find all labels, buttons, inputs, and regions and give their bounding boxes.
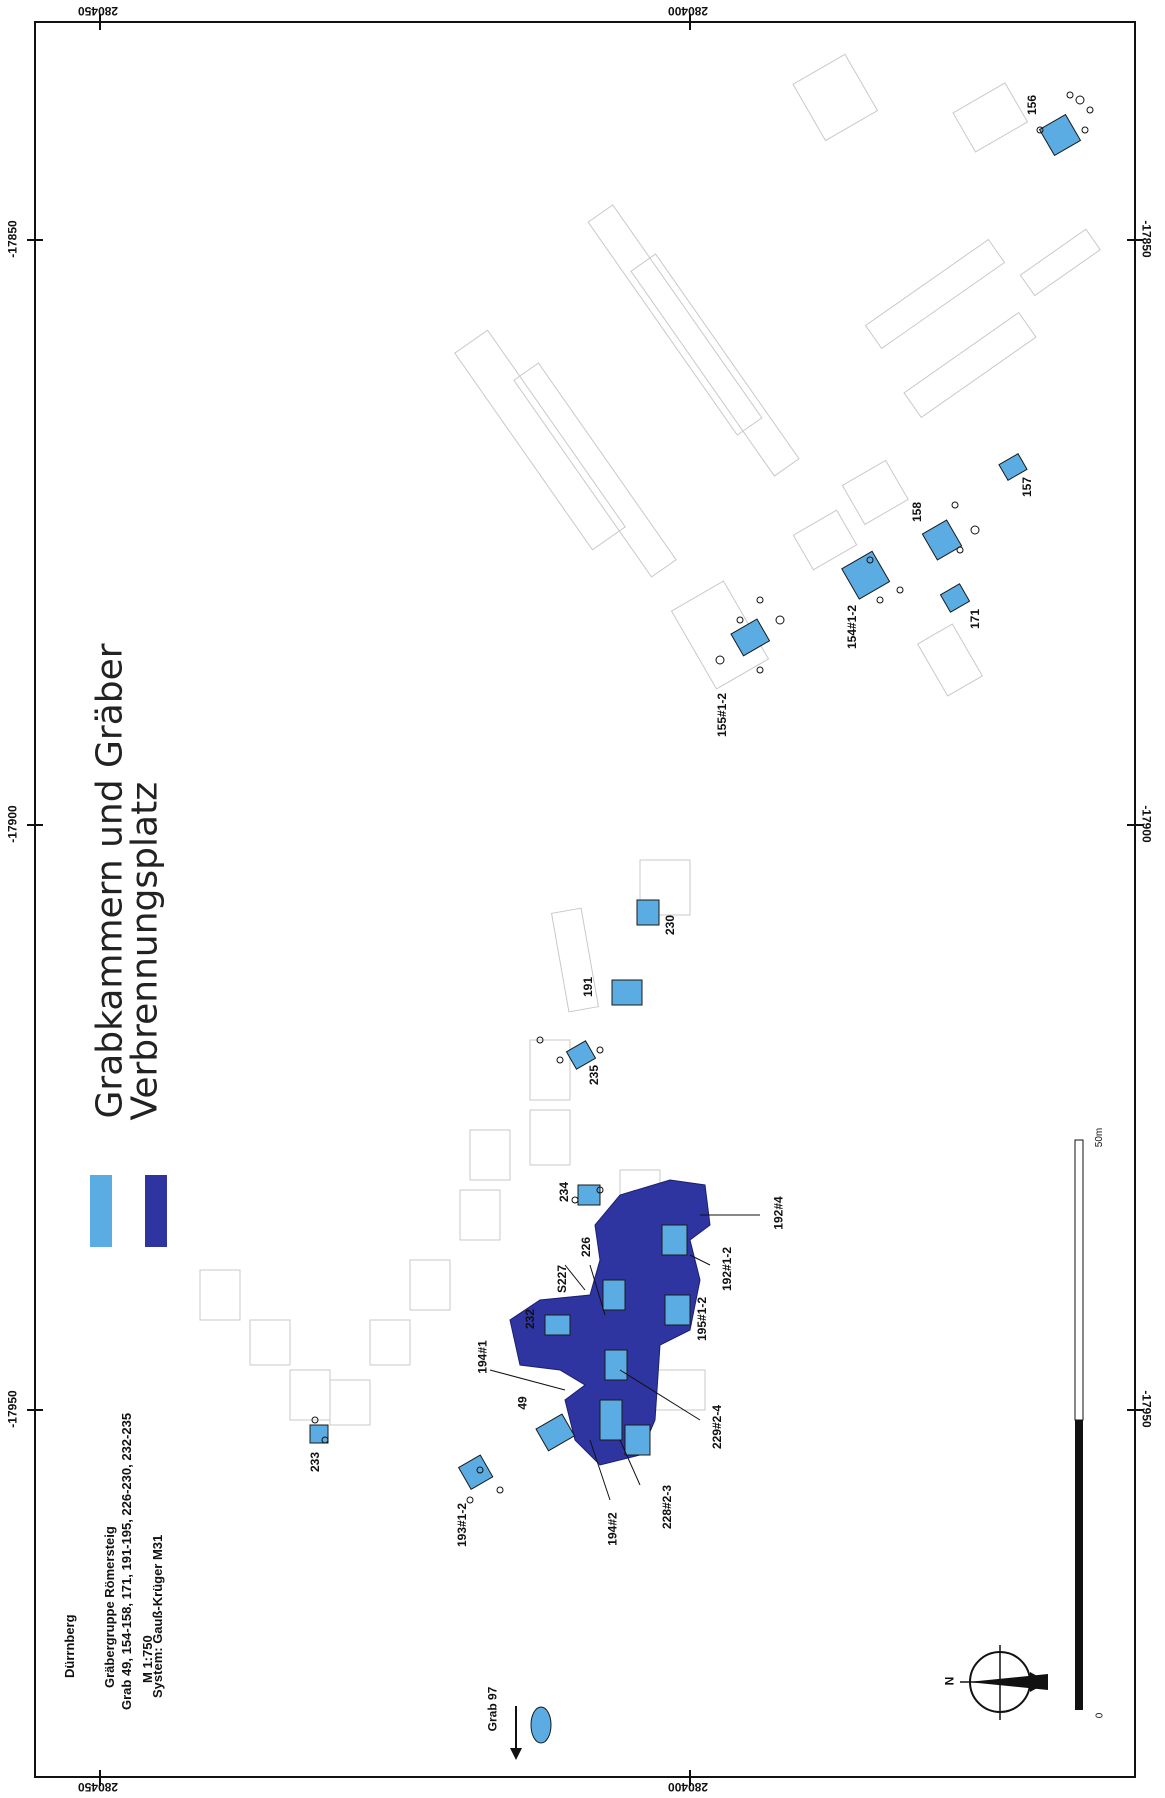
map-system: System: Gauß-Krüger M31 [150, 1534, 165, 1698]
legend-swatch-burning [145, 1175, 167, 1247]
map-title-group: Gräbergruppe Römersteig [102, 1526, 117, 1688]
grave-label-229: 229#2-4 [710, 1404, 725, 1450]
grave-label-228: 228#2-3 [660, 1484, 675, 1530]
grave-label-233: 233 [308, 1451, 323, 1473]
grab97-label: Grab 97 [485, 1686, 500, 1732]
grave-label-226: 226 [579, 1236, 594, 1258]
grid-label-y1-right: -17850 [1139, 220, 1154, 258]
grid-label-bottom-mid: 280400 [668, 1780, 709, 1794]
leader-lines [489, 1214, 760, 1501]
grab97-arrowhead [510, 1748, 522, 1760]
grid-label-top-mid: 280400 [668, 4, 709, 18]
grid-label-y3-left: -17950 [5, 1390, 20, 1428]
grave-label-156: 156 [1025, 94, 1040, 116]
grave-label-192-4: 192#4 [771, 1196, 786, 1230]
scalebar-end-label: 50m [1094, 1127, 1106, 1148]
grave-label-234: 234 [557, 1181, 572, 1203]
north-label: N [942, 1676, 957, 1686]
grave-label-192-1-2: 192#1-2 [720, 1246, 735, 1292]
map-title-graves: Grab 49, 154-158, 171, 191-195, 226-230,… [119, 1412, 134, 1710]
map-title-place: Dürrnberg [62, 1614, 77, 1678]
grave-chambers [309, 113, 1082, 1744]
legend-label-burning: Verbrennungsplatz [124, 781, 166, 1121]
grid-label-y2-right: -17900 [1139, 805, 1154, 843]
grid-ticks [27, 14, 1143, 1786]
grave-label-157: 157 [1020, 476, 1035, 498]
grave-label-235: 235 [587, 1064, 602, 1086]
grave-label-191: 191 [581, 976, 596, 998]
grave-label-193: 193#1-2 [455, 1502, 470, 1548]
trench-outlines [199, 53, 1101, 1426]
map-frame [34, 21, 1136, 1778]
stone-rubble [311, 91, 1094, 1504]
grid-label-top-left: 280450 [78, 4, 119, 18]
north-arrow [960, 1645, 1048, 1720]
scale-bar [1074, 1139, 1084, 1710]
grid-label-y2-left: -17900 [5, 805, 20, 843]
burning-place-area [509, 1179, 711, 1466]
grave-label-154: 154#1-2 [845, 604, 860, 650]
scalebar-start-label: 0 [1094, 1712, 1106, 1719]
grave-label-49: 49 [515, 1396, 530, 1410]
grave-label-230: 230 [663, 914, 678, 936]
grave-label-194-2: 194#2 [605, 1512, 620, 1546]
grid-label-bottom-left: 280450 [78, 1780, 119, 1794]
grave-label-171: 171 [968, 608, 983, 630]
grave-label-195: 195#1-2 [695, 1296, 710, 1342]
grid-label-y1-left: -17850 [5, 220, 20, 258]
grave-label-232: 232 [523, 1308, 538, 1330]
legend-swatch-chambers [90, 1175, 112, 1247]
grave-label-155: 155#1-2 [715, 692, 730, 738]
grave-label-194-1: 194#1 [475, 1340, 490, 1374]
grave-label-158: 158 [910, 501, 925, 523]
grid-label-y3-right: -17950 [1139, 1390, 1154, 1428]
grave-label-s227: S227 [555, 1264, 570, 1294]
